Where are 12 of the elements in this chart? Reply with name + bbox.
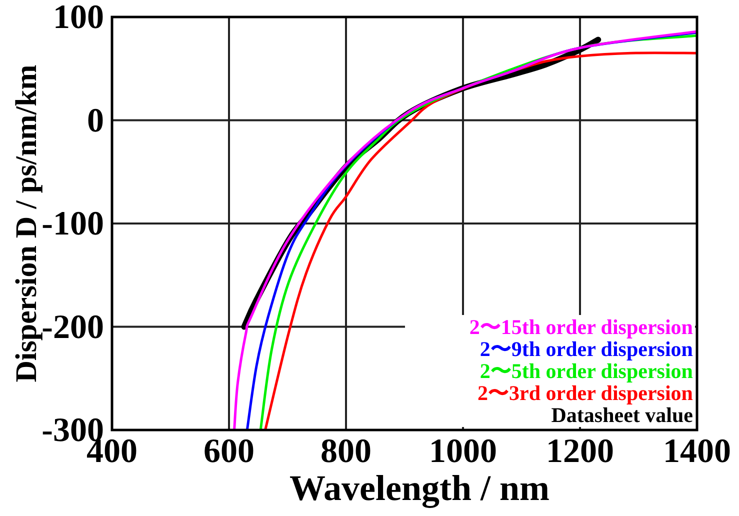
x-tick-label: 1400 (663, 433, 731, 470)
y-tick-label: -200 (42, 308, 104, 346)
x-tick-label: 800 (320, 433, 372, 470)
y-tick-label: 100 (53, 0, 104, 36)
x-tick-label: 1000 (429, 433, 497, 470)
y-tick-label: 0 (87, 102, 104, 140)
y-axis-title: Dispersion D / ps/nm/km (10, 64, 43, 382)
x-tick-label: 600 (204, 433, 254, 470)
x-axis-title: Wavelength / nm (289, 468, 550, 508)
y-tick-label: -100 (42, 206, 104, 242)
legend: 2〜15th order dispersion 2〜9th order dispersion 2〜5th order dispersion 2〜3rd order dispersion Datasheet value (405, 315, 695, 427)
x-tick-label: 1200 (546, 433, 614, 470)
